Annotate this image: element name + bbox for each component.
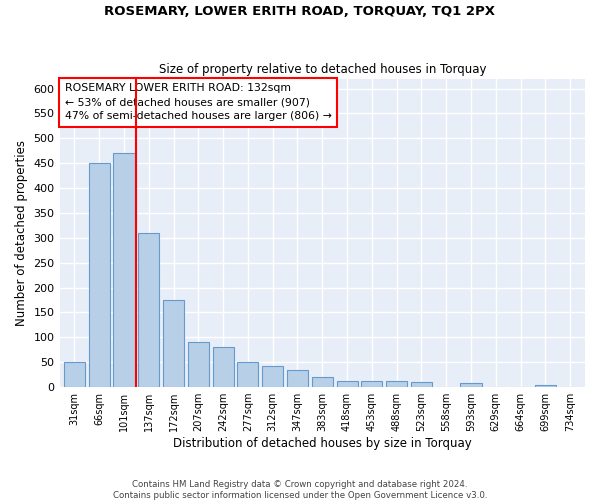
Bar: [212, 348, 233, 387]
X-axis label: Distribution of detached houses by size in Torquay: Distribution of detached houses by size …: [173, 437, 472, 450]
Bar: [113, 153, 134, 387]
Bar: [287, 370, 308, 387]
Bar: [238, 362, 259, 387]
Text: ROSEMARY LOWER ERITH ROAD: 132sqm
← 53% of detached houses are smaller (907)
47%: ROSEMARY LOWER ERITH ROAD: 132sqm ← 53% …: [65, 83, 332, 121]
Y-axis label: Number of detached properties: Number of detached properties: [15, 140, 28, 326]
Bar: [460, 383, 482, 387]
Bar: [262, 366, 283, 387]
Bar: [386, 381, 407, 387]
Bar: [411, 382, 432, 387]
Bar: [89, 163, 110, 387]
Title: Size of property relative to detached houses in Torquay: Size of property relative to detached ho…: [158, 63, 486, 76]
Bar: [361, 381, 382, 387]
Bar: [64, 362, 85, 387]
Bar: [138, 233, 160, 387]
Bar: [163, 300, 184, 387]
Bar: [312, 377, 333, 387]
Text: ROSEMARY, LOWER ERITH ROAD, TORQUAY, TQ1 2PX: ROSEMARY, LOWER ERITH ROAD, TORQUAY, TQ1…: [104, 5, 496, 18]
Bar: [188, 342, 209, 387]
Text: Contains HM Land Registry data © Crown copyright and database right 2024.
Contai: Contains HM Land Registry data © Crown c…: [113, 480, 487, 500]
Bar: [337, 380, 358, 387]
Bar: [535, 384, 556, 387]
